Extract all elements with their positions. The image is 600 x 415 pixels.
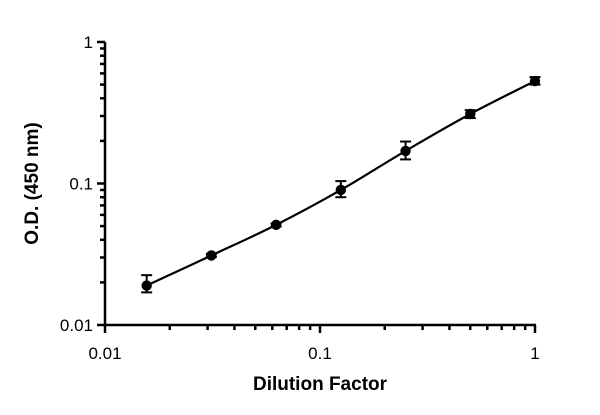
marker (206, 250, 217, 261)
marker (270, 219, 282, 231)
x-tick-label: 1 (530, 344, 539, 363)
marker (141, 280, 152, 291)
marker (465, 108, 476, 120)
x-tick-label: 0.01 (88, 344, 121, 363)
y-axis-title: O.D. (450 nm) (22, 122, 43, 244)
marker (400, 145, 411, 157)
ticks-layer: 0.01 0.1 1 0.01 0.1 1 (60, 33, 540, 363)
marker (335, 184, 347, 196)
data-point (400, 140, 412, 161)
data-point (335, 180, 347, 199)
y-tick-label: 0.1 (69, 175, 93, 194)
x-axis-title: Dilution Factor (253, 374, 388, 395)
data-point (529, 75, 541, 87)
data-point (205, 250, 217, 261)
data-point (464, 108, 476, 120)
y-tick-label: 0.01 (60, 316, 93, 335)
y-tick-label: 1 (84, 33, 93, 52)
marker (529, 75, 541, 87)
x-tick-label: 0.1 (308, 344, 332, 363)
data-points (141, 75, 541, 294)
data-point (270, 219, 282, 231)
data-point (141, 274, 153, 294)
